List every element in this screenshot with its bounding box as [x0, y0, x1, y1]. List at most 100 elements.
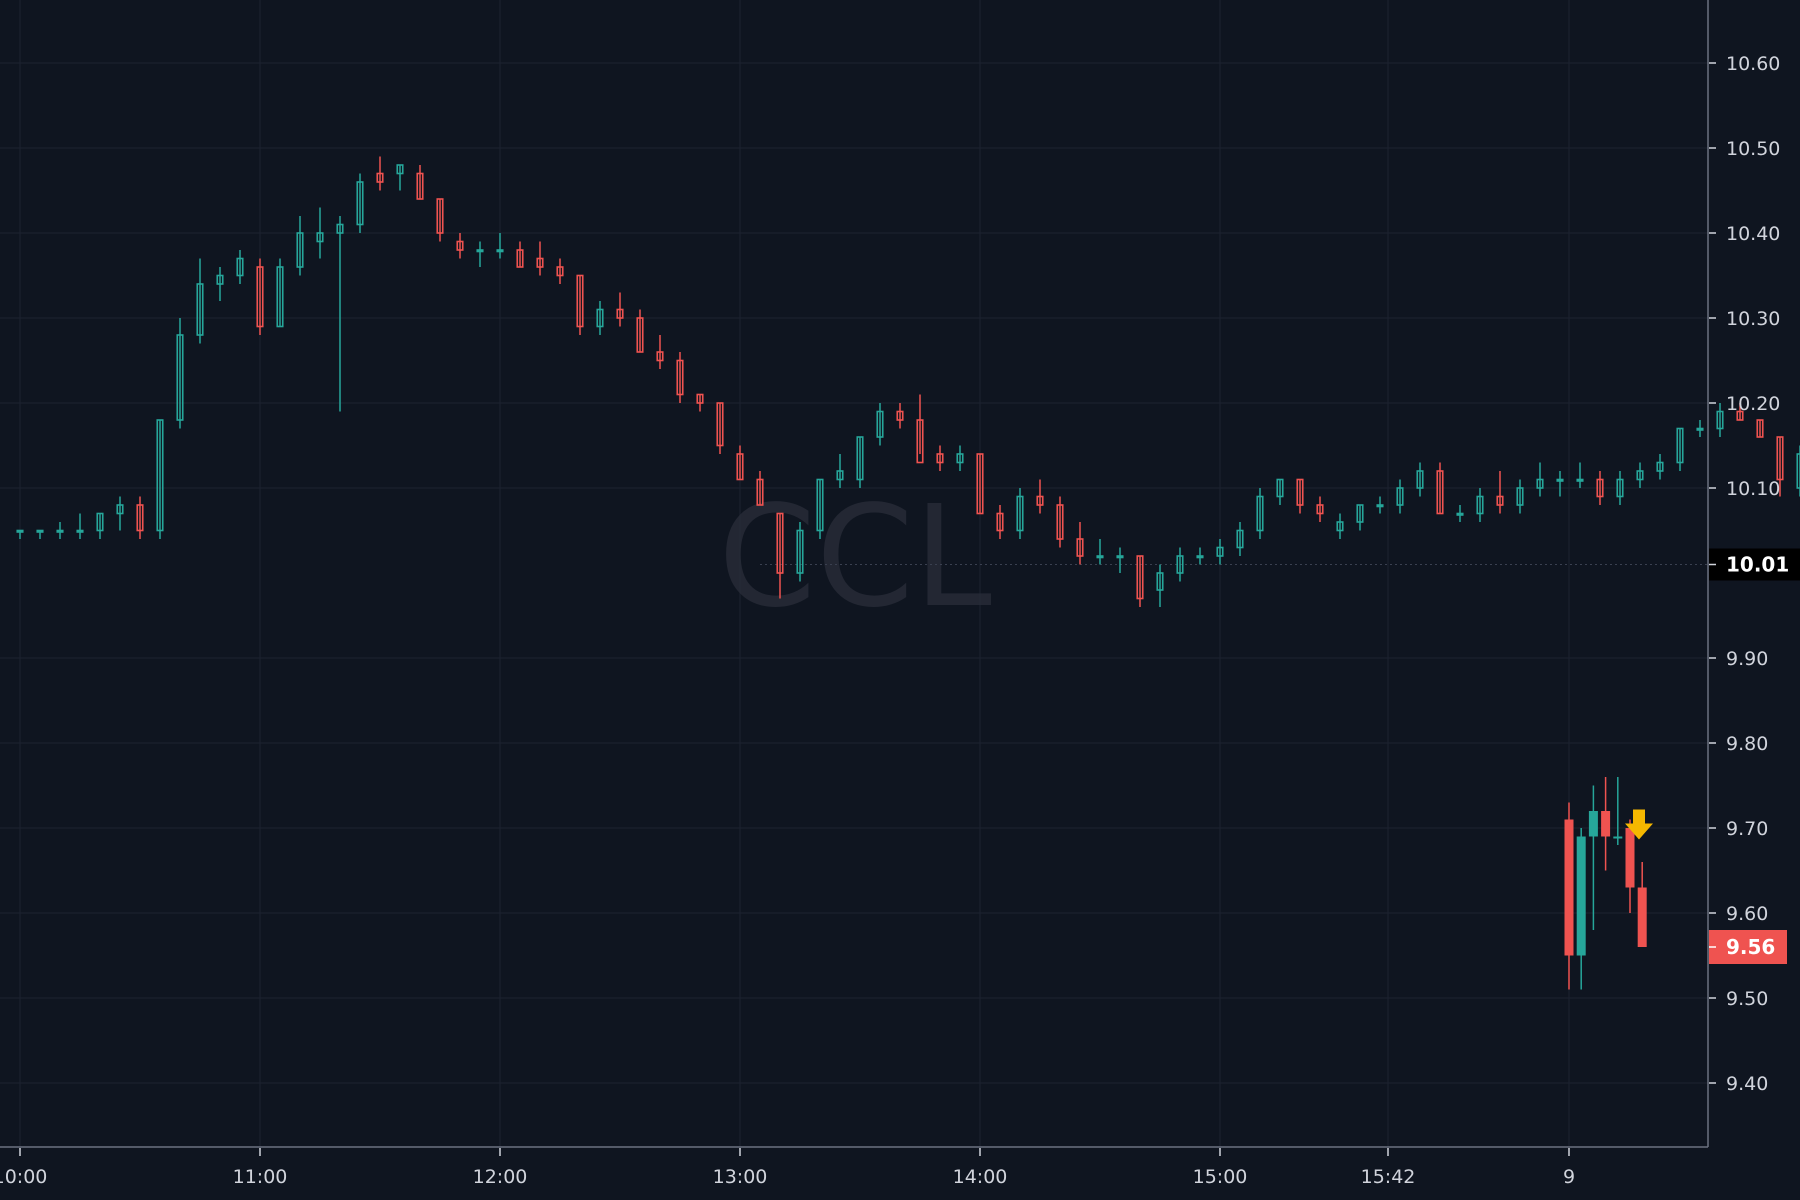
candle-up: [1716, 403, 1724, 437]
candle-up: [1356, 504, 1364, 531]
candle-body: [756, 478, 764, 506]
candle-up: [1588, 785, 1598, 930]
candle-down: [436, 198, 444, 242]
candle-body: [256, 266, 264, 328]
candle-up: [1096, 539, 1104, 565]
candle-body: [716, 402, 724, 447]
candle-body: [1156, 572, 1164, 591]
candle-body: [616, 308, 624, 319]
time-axis[interactable]: 10:00 11:00 12:00 13:00 14:00 15:00 15:42 9: [0, 1148, 1575, 1188]
session-2-candles: [1564, 777, 1647, 990]
candle-up: [476, 241, 484, 267]
price-tick-label: 9.90: [1726, 648, 1768, 670]
candle-up: [856, 436, 864, 488]
candle-down: [1736, 403, 1744, 421]
price-tick-label: 10.40: [1726, 223, 1780, 245]
candle-up: [1276, 478, 1284, 505]
candle-body: [1276, 478, 1284, 498]
candle-down: [1316, 496, 1324, 522]
candle-up: [176, 318, 184, 429]
candle-up: [1236, 522, 1244, 556]
candle-body: [476, 249, 484, 253]
candle-up: [16, 529, 24, 539]
candle-body: [176, 334, 184, 421]
candle-body: [1576, 478, 1584, 482]
candle-up: [1656, 454, 1664, 480]
candle-body: [736, 453, 744, 481]
price-axis[interactable]: 10.60 10.50 10.40 10.30 10.20 10.10 9.90 9.80 9.…: [1709, 53, 1780, 1095]
candle-down: [536, 241, 544, 276]
candle-down: [136, 496, 144, 539]
candle-body: [1636, 470, 1644, 481]
candle-down: [516, 241, 524, 268]
candle-body: [116, 504, 124, 515]
time-tick-label: 12:00: [473, 1166, 528, 1188]
candle-down: [1076, 522, 1084, 565]
candle-body: [816, 478, 824, 532]
candle-body: [1216, 546, 1224, 557]
candle-body: [516, 249, 524, 268]
candle-body: [1637, 887, 1647, 947]
candle-body: [196, 283, 204, 336]
candle-down: [1596, 471, 1604, 505]
candle-down: [1436, 462, 1444, 515]
candle-body: [1236, 529, 1244, 549]
time-tick-label: 11:00: [233, 1166, 288, 1188]
candle-body: [596, 308, 604, 328]
candle-body: [576, 274, 584, 328]
candle-body: [936, 453, 944, 464]
time-tick-label: 10:00: [0, 1166, 47, 1188]
candle-body: [916, 419, 924, 464]
candle-body: [1676, 427, 1684, 464]
candle-down: [736, 445, 744, 481]
candle-body: [1556, 478, 1564, 482]
price-tick-label: 10.50: [1726, 138, 1780, 160]
candle-up: [1396, 479, 1404, 514]
candle-up: [1476, 488, 1484, 522]
candle-body: [1476, 495, 1484, 515]
candle-down: [1056, 496, 1064, 548]
candle-up: [156, 419, 164, 539]
candle-up: [1696, 420, 1704, 437]
candle-up: [336, 216, 344, 412]
candle-up: [396, 164, 404, 191]
time-tick-label: 14:00: [953, 1166, 1008, 1188]
candle-up: [36, 529, 44, 539]
candle-up: [956, 445, 964, 471]
candle-body: [156, 419, 164, 532]
candle-body: [1516, 487, 1524, 506]
candle-body: [1756, 419, 1764, 438]
candle-body: [976, 453, 984, 515]
candle-body: [1136, 555, 1144, 600]
candle-body: [56, 529, 64, 533]
candle-body: [1596, 478, 1604, 498]
candle-down: [616, 292, 624, 327]
current-price-tag-bg: [1709, 930, 1787, 964]
candle-down: [676, 352, 684, 403]
candle-up: [836, 454, 844, 488]
last-close-price-tag-bg: [1709, 548, 1800, 581]
candle-body: [636, 317, 644, 353]
candle-down: [1496, 471, 1504, 514]
candle-body: [436, 198, 444, 234]
candle-up: [296, 216, 304, 276]
candle-body: [416, 172, 424, 200]
candle-body: [456, 240, 464, 251]
candle-body: [1336, 521, 1344, 532]
candle-up: [1196, 547, 1204, 565]
candle-up: [1536, 462, 1544, 497]
arrow-down-icon: [1625, 809, 1653, 840]
candle-up: [1676, 427, 1684, 471]
price-tick-label: 10.60: [1726, 53, 1780, 75]
candle-down: [416, 165, 424, 200]
candle-body: [336, 223, 344, 234]
candle-body: [1616, 478, 1624, 498]
candle-body: [1056, 504, 1064, 540]
candle-up: [236, 250, 244, 284]
candle-up: [1556, 471, 1564, 497]
candle-up: [1376, 496, 1384, 514]
candle-up: [56, 522, 64, 539]
candle-down: [936, 445, 944, 471]
